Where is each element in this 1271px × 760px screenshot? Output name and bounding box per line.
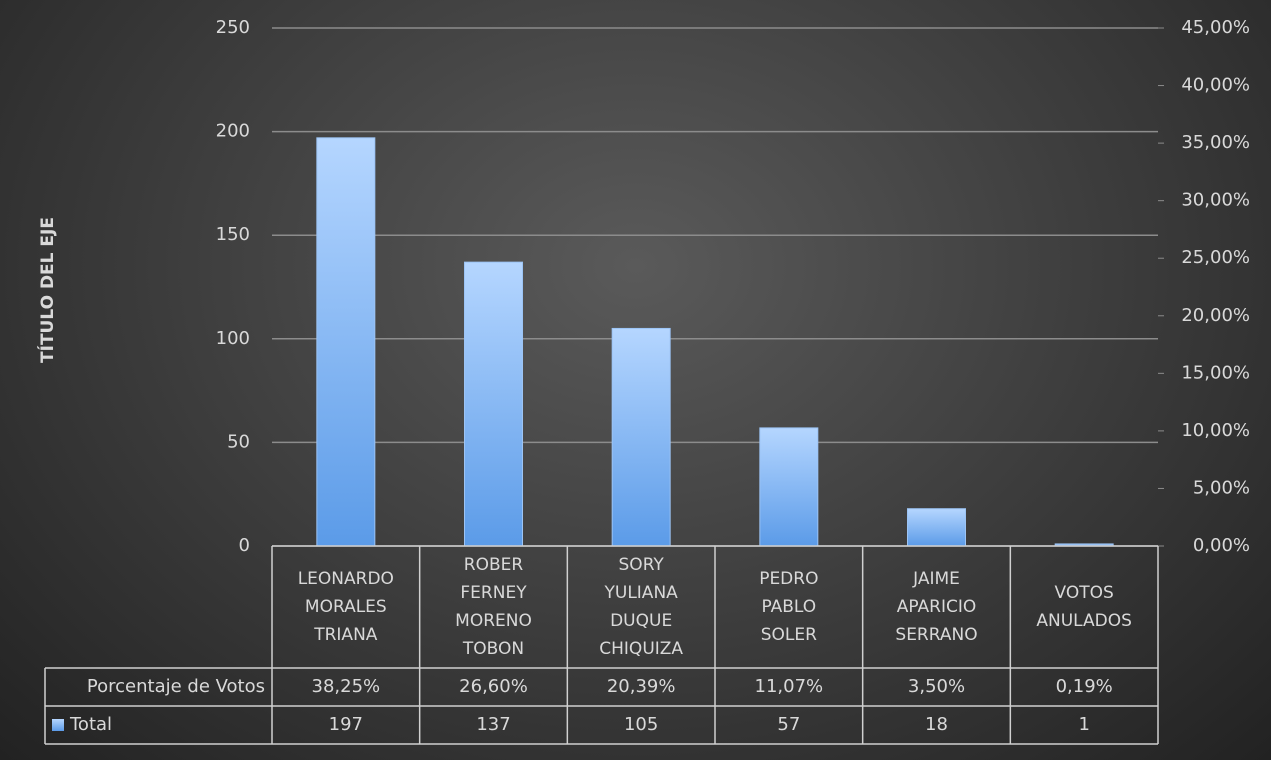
y2-tick-label: 35,00% [1181,132,1250,153]
x-tick-label: LEONARDO MORALES TRIANA [297,569,394,645]
y-axis-title: TÍTULO DEL EJE [36,217,58,363]
table-cell: 137 [476,714,510,735]
x-tick-label: JAIME APARICIO SERRANO [895,569,978,645]
y2-tick-label: 5,00% [1193,477,1250,498]
y2-tick-label: 25,00% [1181,247,1250,268]
y2-tick-label: 40,00% [1181,75,1250,96]
y-tick-label: 150 [216,224,250,245]
y2-tick-label: 15,00% [1181,362,1250,383]
table-cell: 1 [1078,714,1089,735]
x-tick-label: ROBER FERNEY MORENO TOBON [455,555,532,659]
y-tick-label: 50 [227,431,250,452]
table-cell: 38,25% [312,676,381,697]
x-tick-label: PEDRO PABLO SOLER [759,569,819,645]
y-tick-label: 200 [216,121,250,142]
bar [907,508,966,547]
table-cell: 18 [925,714,948,735]
x-tick-label: VOTOS ANULADOS [1036,583,1132,631]
x-tick-label: SORY YULIANA DUQUE CHIQUIZA [599,555,684,659]
bar [464,261,523,547]
y-tick-label: 0 [239,535,250,556]
y2-tick-label: 10,00% [1181,420,1250,441]
legend-key [52,719,64,731]
bar [611,327,671,547]
y2-tick-label: 45,00% [1181,17,1250,38]
table-cell: 197 [329,714,363,735]
bar [316,137,376,547]
table-cell: 0,19% [1056,676,1113,697]
table-cell: 57 [777,714,800,735]
table-cell: 105 [624,714,658,735]
table-cell: 3,50% [908,676,965,697]
y-tick-label: 250 [216,17,250,38]
legend-label: Total [69,714,112,735]
table-cell: 20,39% [607,676,676,697]
legend-label: Porcentaje de Votos [87,676,265,697]
y2-tick-label: 20,00% [1181,305,1250,326]
table-cell: 11,07% [755,676,824,697]
table-cell: 26,60% [459,676,528,697]
bar [759,427,819,547]
y-tick-label: 100 [216,328,250,349]
y2-tick-label: 30,00% [1181,190,1250,211]
y2-tick-label: 0,00% [1193,535,1250,556]
